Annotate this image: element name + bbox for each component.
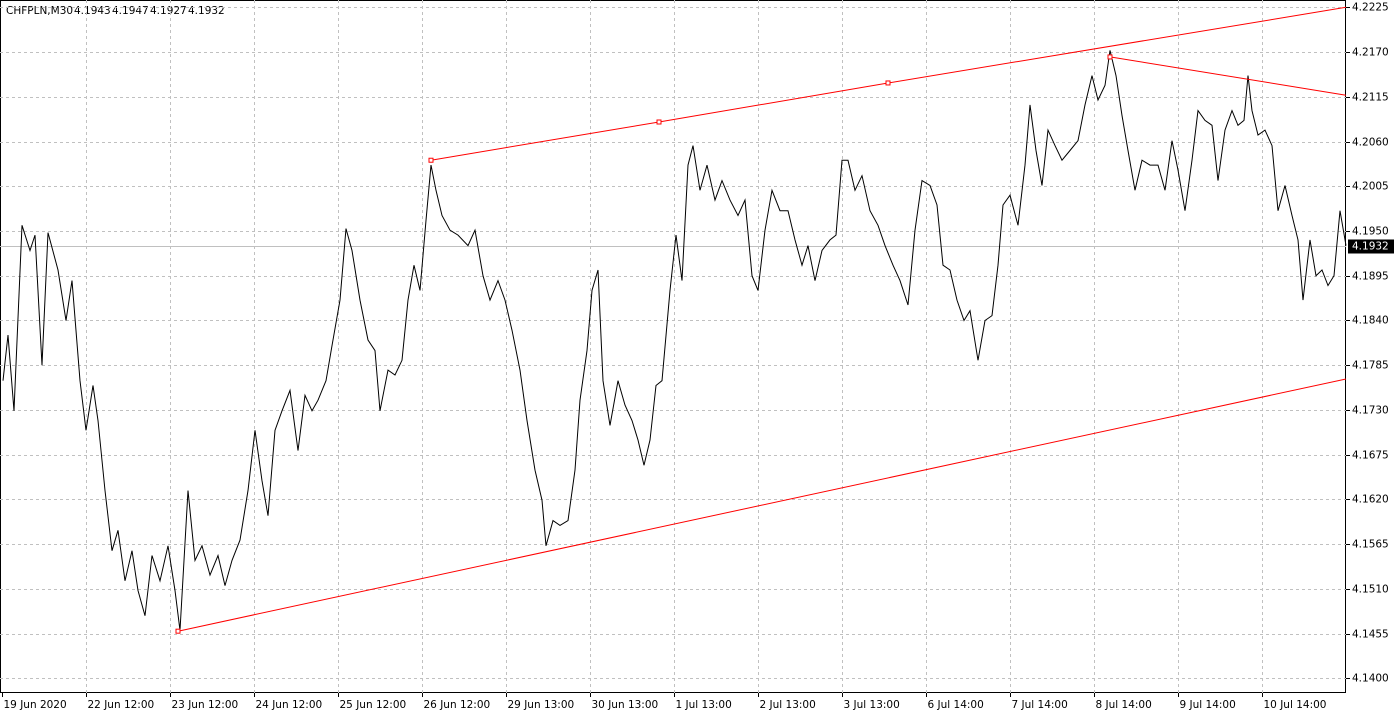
x-tick-label: 30 Jun 13:00 (592, 699, 659, 711)
x-tick-label: 6 Jul 14:00 (928, 699, 984, 711)
y-tick-label: 4.1895 (1352, 271, 1389, 283)
trendline-anchor (428, 157, 434, 163)
plot-frame (0, 0, 1346, 693)
ohlc-value: 4.1932 (188, 5, 225, 17)
y-tick-label: 4.2225 (1352, 2, 1389, 14)
x-tick-label: 7 Jul 14:00 (1012, 699, 1068, 711)
trendline (177, 378, 1347, 632)
symbol-title: CHFPLN,M30 (6, 5, 73, 17)
trendline-anchor (175, 628, 181, 634)
price-line (2, 50, 1347, 631)
x-tick-label: 19 Jun 2020 (4, 699, 67, 711)
y-tick-label: 4.1675 (1352, 450, 1389, 462)
ohlc-value: 4.1927 (150, 5, 187, 17)
y-tick-label: 4.1730 (1352, 405, 1389, 417)
y-tick-label: 4.2170 (1352, 47, 1389, 59)
x-tick-label: 26 Jun 12:00 (424, 699, 491, 711)
x-tick-label: 22 Jun 12:00 (88, 699, 155, 711)
trendline (1109, 56, 1347, 96)
y-tick-label: 4.1840 (1352, 315, 1389, 327)
x-tick-label: 1 Jul 13:00 (676, 699, 732, 711)
y-tick-label: 4.2060 (1352, 137, 1389, 149)
y-tick-label: 4.1620 (1352, 494, 1389, 506)
x-tick-label: 3 Jul 13:00 (844, 699, 900, 711)
y-tick-label: 4.1455 (1352, 629, 1389, 641)
y-tick-label: 4.2115 (1352, 92, 1389, 104)
x-tick-label: 25 Jun 12:00 (340, 699, 407, 711)
x-tick-label: 23 Jun 12:00 (172, 699, 239, 711)
last-price-label: 4.1932 (1352, 241, 1389, 253)
trendline-anchor (656, 119, 662, 125)
y-tick-label: 4.2005 (1352, 181, 1389, 193)
trendline-anchor (885, 80, 891, 86)
y-tick-label: 4.1400 (1352, 673, 1389, 685)
y-tick-label: 4.1785 (1352, 360, 1389, 372)
ohlc-value: 4.1947 (112, 5, 149, 17)
x-tick-label: 10 Jul 14:00 (1264, 699, 1327, 711)
ohlc-value: 4.1943 (74, 5, 111, 17)
y-tick-label: 4.1950 (1352, 226, 1389, 238)
x-tick-label: 9 Jul 14:00 (1180, 699, 1236, 711)
x-tick-label: 29 Jun 13:00 (508, 699, 575, 711)
x-tick-label: 8 Jul 14:00 (1096, 699, 1152, 711)
y-tick-label: 4.1510 (1352, 584, 1389, 596)
x-tick-label: 2 Jul 13:00 (760, 699, 816, 711)
y-tick-label: 4.1565 (1352, 539, 1389, 551)
trendline (430, 6, 1347, 161)
last-price-box (1348, 239, 1394, 254)
x-tick-label: 24 Jun 12:00 (256, 699, 323, 711)
trendline-anchor (1107, 54, 1113, 60)
